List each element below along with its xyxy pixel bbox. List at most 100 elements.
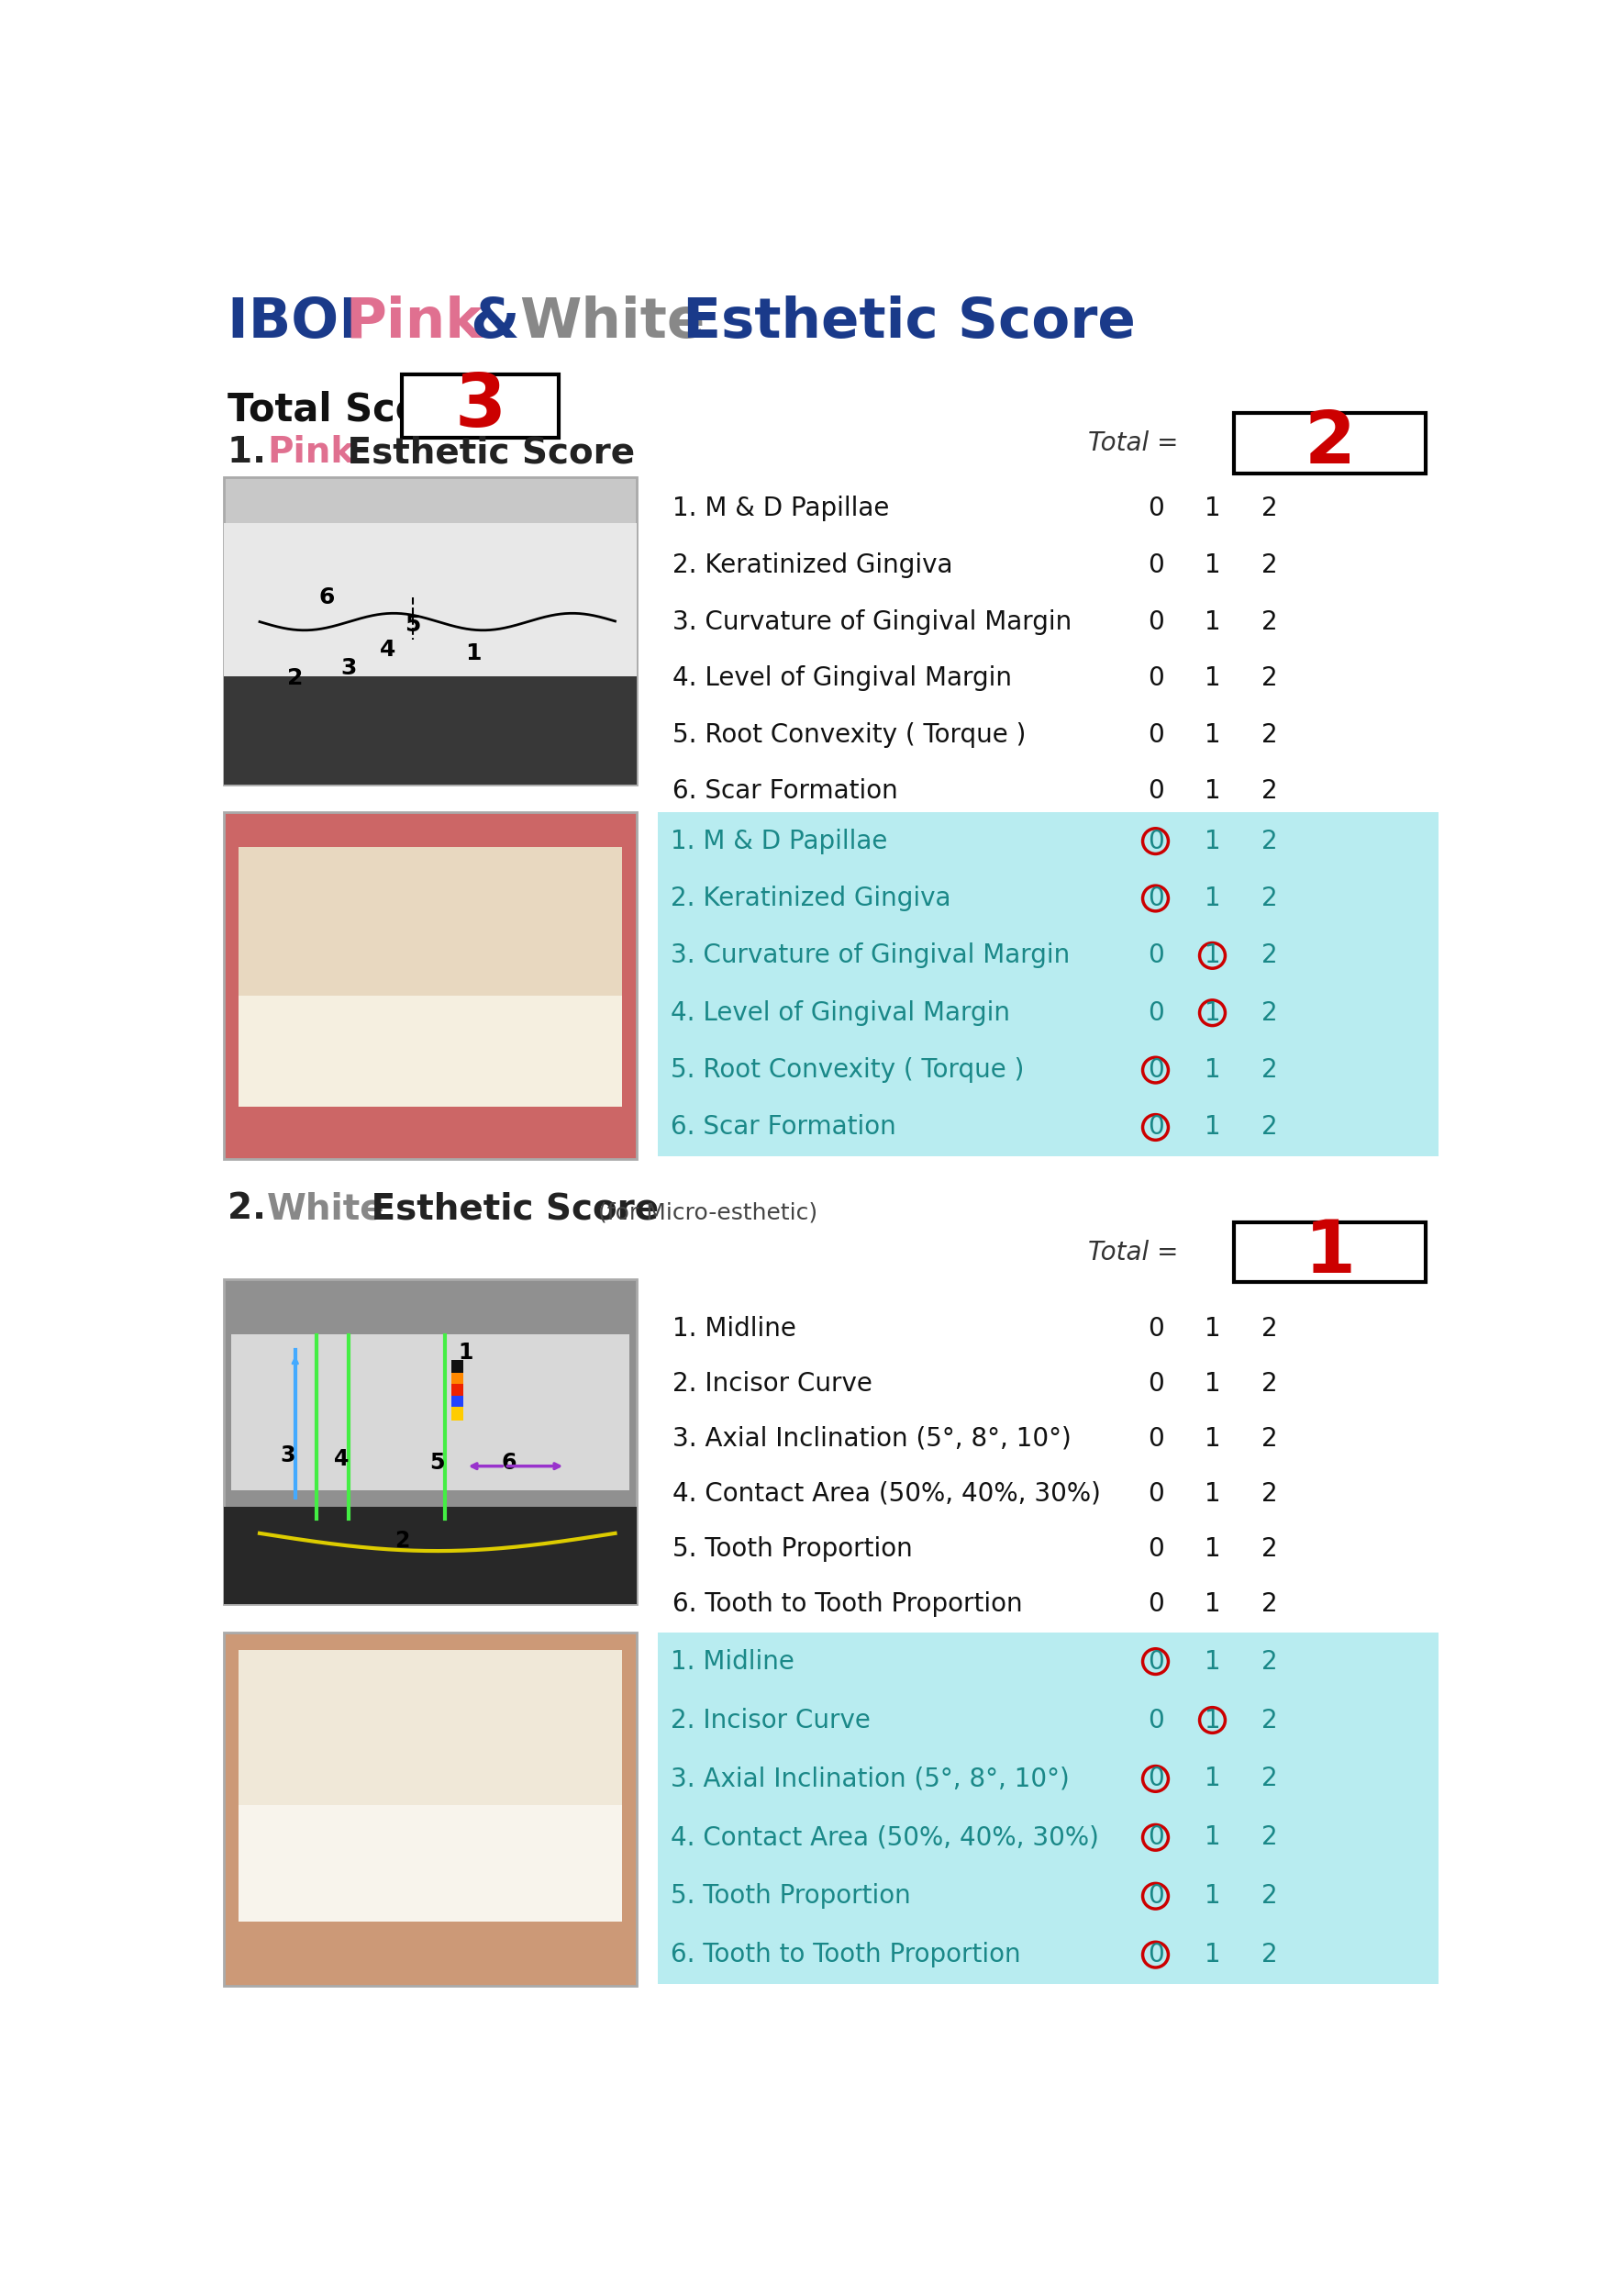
Text: 5. Tooth Proportion: 5. Tooth Proportion xyxy=(672,1536,912,1561)
Text: 5: 5 xyxy=(430,1451,444,1474)
Text: 1: 1 xyxy=(1204,886,1220,912)
Bar xyxy=(224,677,636,785)
Text: 0: 0 xyxy=(1147,944,1163,969)
Text: 1: 1 xyxy=(1204,829,1220,854)
Text: 2: 2 xyxy=(1262,1766,1278,1791)
Text: 1: 1 xyxy=(1204,1481,1220,1506)
Text: 6. Tooth to Tooth Proportion: 6. Tooth to Tooth Proportion xyxy=(672,1591,1022,1616)
Text: (for Micro-esthetic): (for Micro-esthetic) xyxy=(590,1201,817,1224)
Text: 1: 1 xyxy=(1204,1536,1220,1561)
Text: Total Score =: Total Score = xyxy=(227,390,524,429)
Bar xyxy=(451,1396,462,1407)
Text: 1: 1 xyxy=(1204,1591,1220,1616)
Text: 2: 2 xyxy=(1262,1114,1278,1141)
Text: 0: 0 xyxy=(1147,1708,1163,1733)
Text: 2: 2 xyxy=(1262,1536,1278,1561)
FancyBboxPatch shape xyxy=(224,813,636,1159)
Text: 3: 3 xyxy=(341,657,357,680)
Text: 2: 2 xyxy=(1262,886,1278,912)
Text: 2: 2 xyxy=(1262,829,1278,854)
Bar xyxy=(451,1359,462,1373)
Text: 2: 2 xyxy=(1262,1591,1278,1616)
Text: 2: 2 xyxy=(1262,721,1278,748)
Text: 1: 1 xyxy=(1204,1056,1220,1084)
Text: 0: 0 xyxy=(1147,829,1163,854)
Text: 0: 0 xyxy=(1147,1426,1163,1451)
Text: 2: 2 xyxy=(1262,1481,1278,1506)
Text: White: White xyxy=(519,296,706,349)
Text: 1: 1 xyxy=(1204,1708,1220,1733)
Text: 2: 2 xyxy=(1262,1942,1278,1968)
FancyBboxPatch shape xyxy=(1234,1221,1426,1283)
Bar xyxy=(232,1334,629,1490)
Text: 1: 1 xyxy=(1204,1371,1220,1396)
Text: 2. Keratinized Gingiva: 2. Keratinized Gingiva xyxy=(672,553,952,579)
Text: 1: 1 xyxy=(1204,721,1220,748)
Text: 5: 5 xyxy=(404,615,420,636)
Bar xyxy=(451,1384,462,1396)
Text: 1: 1 xyxy=(1204,1114,1220,1141)
FancyBboxPatch shape xyxy=(224,1279,636,1605)
Text: 4: 4 xyxy=(380,638,396,661)
Text: 1: 1 xyxy=(1204,944,1220,969)
Text: 1: 1 xyxy=(466,643,482,664)
Bar xyxy=(451,1373,462,1384)
Text: 0: 0 xyxy=(1147,1766,1163,1791)
Text: 1: 1 xyxy=(1204,1883,1220,1908)
Text: IBOI: IBOI xyxy=(227,296,380,349)
Text: 3: 3 xyxy=(454,370,506,443)
Text: 1: 1 xyxy=(1204,608,1220,634)
Text: 6. Scar Formation: 6. Scar Formation xyxy=(672,778,897,804)
Text: 1: 1 xyxy=(1204,778,1220,804)
Text: 1: 1 xyxy=(1204,1001,1220,1026)
Text: 5. Root Convexity ( Torque ): 5. Root Convexity ( Torque ) xyxy=(670,1056,1023,1084)
Text: 0: 0 xyxy=(1147,1825,1163,1851)
Text: 6. Tooth to Tooth Proportion: 6. Tooth to Tooth Proportion xyxy=(670,1942,1020,1968)
Text: 3. Axial Inclination (5°, 8°, 10°): 3. Axial Inclination (5°, 8°, 10°) xyxy=(670,1766,1069,1791)
Text: 0: 0 xyxy=(1147,666,1163,691)
Bar xyxy=(224,1506,636,1605)
Text: 3. Axial Inclination (5°, 8°, 10°): 3. Axial Inclination (5°, 8°, 10°) xyxy=(672,1426,1071,1451)
Text: 5. Tooth Proportion: 5. Tooth Proportion xyxy=(670,1883,910,1908)
FancyBboxPatch shape xyxy=(224,1632,636,1986)
Text: 2: 2 xyxy=(1262,1001,1278,1026)
Text: 2: 2 xyxy=(1262,608,1278,634)
Text: 2. Keratinized Gingiva: 2. Keratinized Gingiva xyxy=(670,886,950,912)
Bar xyxy=(238,996,623,1107)
Bar xyxy=(224,523,636,677)
Text: 2. Incisor Curve: 2. Incisor Curve xyxy=(670,1708,871,1733)
Text: 2: 2 xyxy=(1262,1883,1278,1908)
Text: 2: 2 xyxy=(1304,409,1356,480)
Text: 2: 2 xyxy=(1262,1649,1278,1674)
Text: Pink: Pink xyxy=(268,436,354,471)
Text: 2: 2 xyxy=(1262,1825,1278,1851)
Bar xyxy=(451,1407,462,1421)
Text: 4. Contact Area (50%, 40%, 30%): 4. Contact Area (50%, 40%, 30%) xyxy=(672,1481,1100,1506)
Text: Total =: Total = xyxy=(1088,429,1178,457)
Bar xyxy=(238,1805,623,1922)
Text: 3. Curvature of Gingival Margin: 3. Curvature of Gingival Margin xyxy=(672,608,1071,634)
Text: 2. Incisor Curve: 2. Incisor Curve xyxy=(672,1371,873,1396)
Text: 0: 0 xyxy=(1147,1649,1163,1674)
Text: 5. Root Convexity ( Torque ): 5. Root Convexity ( Torque ) xyxy=(672,721,1025,748)
Text: 1: 1 xyxy=(1204,496,1220,521)
Text: 1: 1 xyxy=(1204,553,1220,579)
Text: 1.: 1. xyxy=(227,436,279,471)
Text: 1. Midline: 1. Midline xyxy=(670,1649,795,1674)
Text: 4. Level of Gingival Margin: 4. Level of Gingival Margin xyxy=(670,1001,1011,1026)
Text: 0: 0 xyxy=(1147,778,1163,804)
Text: Esthetic Score: Esthetic Score xyxy=(358,1192,659,1226)
FancyBboxPatch shape xyxy=(659,813,1439,1155)
Text: 0: 0 xyxy=(1147,608,1163,634)
Text: 0: 0 xyxy=(1147,1942,1163,1968)
Text: 1: 1 xyxy=(1204,1316,1220,1341)
Text: 2.: 2. xyxy=(227,1192,279,1226)
Text: &: & xyxy=(451,296,540,349)
Text: 2: 2 xyxy=(1262,553,1278,579)
Text: 2: 2 xyxy=(1262,944,1278,969)
Text: 0: 0 xyxy=(1147,1481,1163,1506)
Text: White: White xyxy=(268,1192,384,1226)
Bar xyxy=(238,1651,623,1809)
Bar xyxy=(238,847,623,1003)
Text: 2: 2 xyxy=(287,668,303,689)
